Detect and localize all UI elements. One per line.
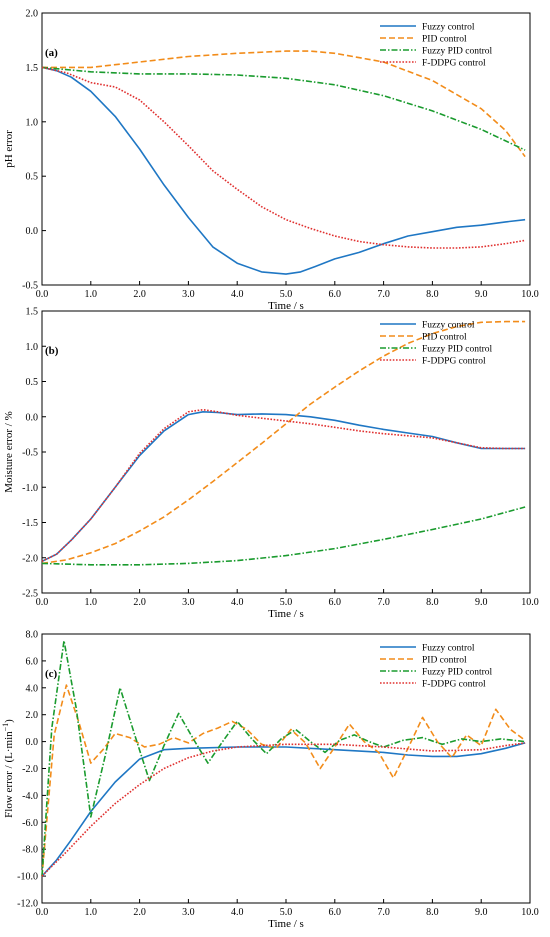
x-tick-label: 4.0: [231, 289, 244, 300]
x-tick-label: 2.0: [133, 289, 146, 300]
y-tick-label: -6.0: [22, 818, 38, 829]
y-tick-label: 2.0: [26, 710, 39, 721]
x-axis-label: Time / s: [268, 300, 304, 312]
series-line-2: [41, 66, 526, 151]
x-tick-label: 5.0: [280, 597, 293, 608]
x-tick-label: 4.0: [231, 907, 244, 918]
series-line-0: [41, 742, 526, 877]
series-line-1: [41, 320, 526, 565]
y-axis-label: pH error: [3, 130, 15, 168]
chart-panel-1: 0.0 1.0 2.0 3.0 4.0 5.0 6.0 7.0 8.0 9.0 10.0 -2.5 -2…: [3, 307, 539, 621]
y-tick-label: -1.0: [22, 483, 38, 494]
x-tick-label: 10.0: [521, 597, 539, 608]
series-line-2: [41, 639, 526, 877]
x-tick-label: 3.0: [182, 289, 195, 300]
x-tick-label: 9.0: [475, 289, 488, 300]
x-tick-label: 2.0: [133, 597, 146, 608]
y-tick-label: 0.0: [26, 737, 39, 748]
series-line-0: [41, 66, 526, 275]
x-tick-label: 0.0: [36, 597, 49, 608]
x-tick-label: 1.0: [85, 597, 98, 608]
x-tick-label: 7.0: [377, 907, 390, 918]
y-axis-label: Flow error / (L·min−1): [1, 719, 15, 818]
series-line-3: [41, 408, 526, 563]
legend-label-2: Fuzzy PID control: [422, 345, 493, 355]
x-tick-label: 1.0: [85, 289, 98, 300]
y-tick-label: 2.0: [26, 9, 39, 20]
x-tick-label: 5.0: [280, 907, 293, 918]
x-tick-label: 7.0: [377, 597, 390, 608]
legend-label-1: PID control: [422, 333, 467, 343]
x-tick-label: 6.0: [329, 597, 342, 608]
series-line-1: [42, 50, 526, 158]
x-tick-label: 0.0: [36, 907, 49, 918]
x-tick-label: 5.0: [280, 289, 293, 300]
y-tick-label: -2.0: [22, 553, 38, 564]
x-tick-label: 9.0: [475, 597, 488, 608]
x-tick-label: 10.0: [521, 289, 539, 300]
legend-label-1: PID control: [422, 656, 467, 666]
x-tick-label: 8.0: [426, 597, 439, 608]
x-axis-label: Time / s: [268, 918, 304, 930]
y-tick-label: -2.0: [22, 764, 38, 775]
series-line-0: [41, 410, 526, 563]
y-tick-label: 0.5: [26, 172, 39, 183]
x-tick-label: 2.0: [133, 907, 146, 918]
y-tick-label: -0.5: [22, 448, 38, 459]
x-tick-label: 10.0: [521, 907, 539, 918]
x-tick-label: 6.0: [329, 907, 342, 918]
legend-label-2: Fuzzy PID control: [422, 668, 493, 678]
x-tick-label: 1.0: [85, 907, 98, 918]
legend-label-1: PID control: [422, 35, 467, 45]
y-tick-label: 1.5: [26, 307, 39, 318]
y-tick-label: 8.0: [26, 630, 39, 641]
chart-panel-2: 0.0 1.0 2.0 3.0 4.0 5.0 6.0 7.0 8.0 9.0 10.0 -12.0 -…: [1, 630, 539, 931]
series-line-3: [41, 66, 526, 249]
x-tick-label: 7.0: [377, 289, 390, 300]
x-tick-label: 8.0: [426, 289, 439, 300]
y-tick-label: 0.0: [26, 226, 39, 237]
y-tick-label: 1.0: [26, 342, 39, 353]
series-line-3: [41, 742, 526, 877]
panel-label: (c): [45, 668, 58, 680]
y-tick-label: -2.5: [22, 589, 38, 600]
y-tick-label: 1.5: [26, 63, 39, 74]
y-tick-label: -12.0: [17, 899, 38, 910]
legend-label-0: Fuzzy control: [422, 321, 475, 331]
y-tick-label: 6.0: [26, 656, 39, 667]
y-tick-label: -1.5: [22, 518, 38, 529]
legend-label-2: Fuzzy PID control: [422, 47, 493, 57]
y-tick-label: -10.0: [17, 872, 38, 883]
x-tick-label: 0.0: [36, 289, 49, 300]
x-tick-label: 9.0: [475, 907, 488, 918]
y-tick-label: -8.0: [22, 845, 38, 856]
panel-label: (b): [45, 345, 59, 357]
x-tick-label: 8.0: [426, 907, 439, 918]
legend-label-3: F-DDPG control: [422, 59, 486, 69]
legend-label-0: Fuzzy control: [422, 23, 475, 33]
y-tick-label: 0.5: [26, 377, 39, 388]
y-tick-label: 4.0: [26, 683, 39, 694]
chart-panel-0: 0.0 1.0 2.0 3.0 4.0 5.0 6.0 7.0 8.0 9.0 10.0-0.50.…: [3, 9, 539, 313]
y-tick-label: 1.0: [26, 117, 39, 128]
series-line-2: [41, 506, 526, 566]
legend-label-0: Fuzzy control: [422, 644, 475, 654]
y-axis-label: Moisture error / %: [3, 411, 15, 493]
x-axis-label: Time / s: [268, 608, 304, 620]
legend-label-3: F-DDPG control: [422, 357, 486, 367]
y-tick-label: -0.5: [22, 281, 38, 292]
panel-label: (a): [45, 47, 58, 59]
y-tick-label: 0.0: [26, 412, 39, 423]
x-tick-label: 6.0: [329, 289, 342, 300]
legend-label-3: F-DDPG control: [422, 680, 486, 690]
y-tick-label: -4.0: [22, 791, 38, 802]
series-line-1: [41, 684, 526, 877]
x-tick-label: 4.0: [231, 597, 244, 608]
x-tick-label: 3.0: [182, 907, 195, 918]
x-tick-label: 3.0: [182, 597, 195, 608]
